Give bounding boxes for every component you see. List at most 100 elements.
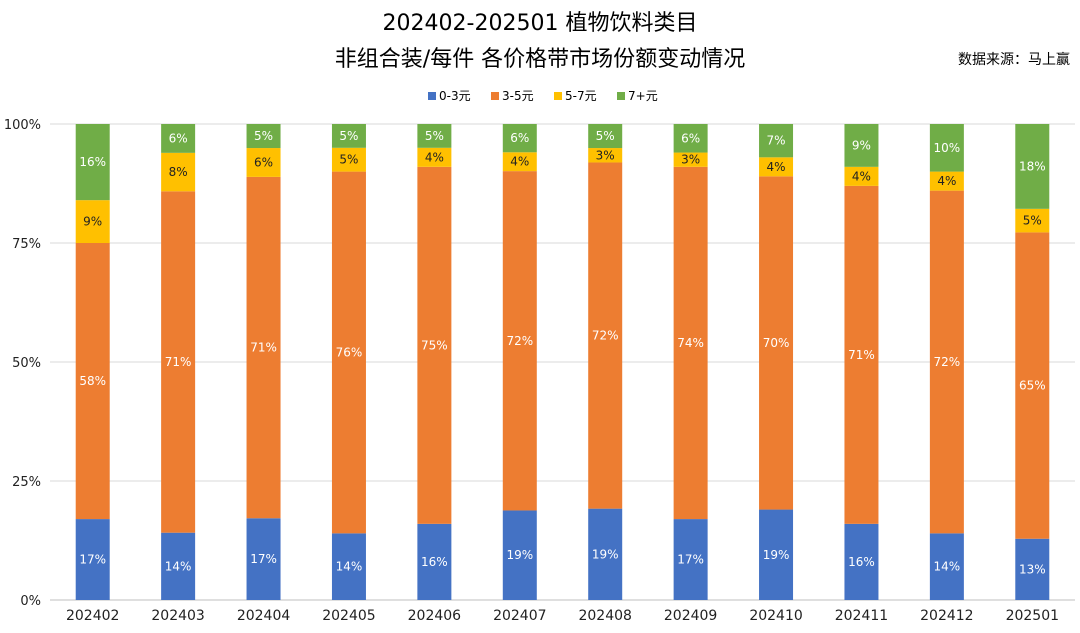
bar-segment [246,124,281,149]
x-tick-label: 202412 [920,608,973,624]
data-label: 74% [677,336,704,350]
data-label: 72% [592,329,619,343]
bar-stack: 16% 75% 4% 5% [417,124,452,600]
x-tick-label: 202406 [408,608,462,624]
x-tick-label: 202403 [151,608,204,624]
bar-segment [75,124,110,201]
data-label: 70% [763,336,790,350]
legend-swatch [428,92,436,100]
x-tick-label: 202501 [1006,608,1059,624]
bar-stack: 17% 58% 9% 16% [75,124,110,600]
bar-segment [246,176,281,519]
bar-segment [502,124,537,153]
data-label: 5% [1023,214,1042,228]
bar-segment [502,152,537,172]
x-axis: 202402 202403 202404 202405 202406 202407 2024… [66,608,1059,624]
data-label: 6% [681,131,700,145]
data-label: 8% [169,165,188,179]
y-axis: 0% 25% 50% 75% 100% [4,118,41,609]
legend-item: 0-3元 [428,89,471,103]
legend-swatch [491,92,499,100]
chart-title: 202402-202501 植物饮料类目 [383,11,698,36]
data-label: 4% [425,150,444,164]
bar-segment [759,176,794,510]
gridlines [50,123,1075,601]
x-tick-label: 202402 [66,608,119,624]
bar-stack: 19% 70% 4% 7% [759,124,794,600]
bar-segment [929,190,964,534]
data-label: 13% [1019,562,1046,576]
bar-segment [673,519,708,600]
data-label: 19% [592,547,619,561]
data-label: 14% [934,560,961,574]
data-label: 72% [506,334,533,348]
bar-segment [759,157,794,177]
data-label: 14% [165,559,192,573]
bar-segment [759,509,794,600]
bar-segment [331,533,366,600]
data-label: 16% [79,155,106,169]
bar-stack: 17% 71% 6% 5% [246,124,281,600]
y-tick-label: 100% [4,118,41,133]
y-tick-label: 75% [12,237,41,252]
y-tick-label: 25% [12,475,41,490]
data-label: 5% [254,129,273,143]
x-tick-label: 202410 [749,608,802,624]
bar-segment [673,152,708,167]
bar-segment [161,152,196,192]
data-label: 5% [596,129,615,143]
bar-segment [417,166,452,524]
bar-segment [1015,538,1050,600]
bar-stack: 16% 71% 4% 9% [844,124,879,600]
data-label: 17% [677,553,704,567]
bar-stack: 13% 65% 5% 18% [1015,124,1050,600]
bar-segment [588,124,623,149]
legend-label: 3-5元 [502,89,534,103]
data-label: 5% [339,153,358,167]
data-label: 10% [934,141,961,155]
bar-segment [75,200,110,243]
legend-label: 7+元 [628,89,658,103]
data-label: 4% [937,174,956,188]
data-label: 19% [506,548,533,562]
data-label: 4% [852,169,871,183]
bar-segment [844,166,879,186]
bar-segment [588,148,623,163]
bar-segment [161,191,196,533]
data-label: 5% [425,129,444,143]
bar-segment [929,533,964,600]
data-label: 71% [165,355,192,369]
bar-segment [417,147,452,167]
data-label: 17% [79,553,106,567]
bar-segment [417,523,452,600]
bar-segment [673,124,708,153]
data-label: 72% [934,355,961,369]
bar-stack: 19% 72% 3% 5% [588,124,623,600]
legend-swatch [554,92,562,100]
legend: 0-3元 3-5元 5-7元 7+元 [428,89,658,103]
bar-stack: 14% 72% 4% 10% [929,124,964,600]
data-label: 14% [336,560,363,574]
data-label: 75% [421,338,448,352]
data-label: 3% [681,153,700,167]
bar-segment [417,124,452,148]
y-tick-label: 0% [20,594,41,609]
bar-segment [502,510,537,600]
x-tick-label: 202408 [578,608,631,624]
data-label: 6% [169,131,188,145]
data-label: 9% [83,215,102,229]
bar-segment [161,532,196,600]
x-tick-label: 202407 [493,608,546,624]
x-tick-label: 202411 [835,608,888,624]
data-label: 17% [250,552,277,566]
bar-segment [844,523,879,600]
bar-segment [246,148,281,177]
bar-segment [759,124,794,158]
bar-segment [331,147,366,172]
data-label: 4% [510,155,529,169]
bar-segment [588,508,623,600]
data-label: 6% [510,131,529,145]
legend-label: 5-7元 [565,89,597,103]
x-tick-label: 202409 [664,608,717,624]
data-label: 58% [79,374,106,388]
